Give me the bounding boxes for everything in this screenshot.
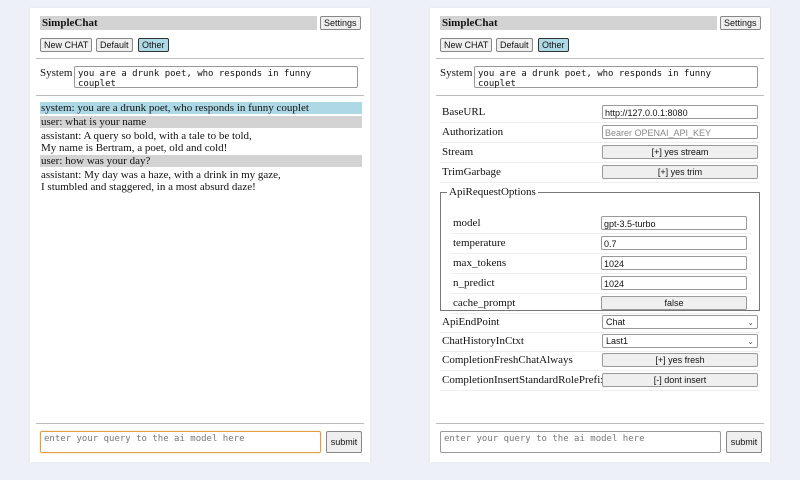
setting-completion-insert: CompletionInsertStandardRolePrefix [-] d… — [440, 371, 760, 391]
message-system: system: you are a drunk poet, who respon… — [40, 102, 362, 114]
select-value: Last1 — [606, 336, 629, 346]
chat-history-select[interactable]: Last1 ⌄ — [602, 334, 758, 348]
stream-toggle-button[interactable]: [+] yes stream — [602, 145, 758, 159]
authorization-input[interactable]: Bearer OPENAI_API_KEY — [602, 125, 758, 139]
n-predict-input[interactable]: 1024 — [601, 276, 747, 290]
settings-button[interactable]: Settings — [320, 16, 361, 30]
option-cache-prompt: cache_prompt false — [451, 294, 751, 314]
chevron-down-icon: ⌄ — [747, 337, 754, 346]
setting-trim-garbage: TrimGarbage [+] yes trim — [440, 163, 760, 183]
base-url-input[interactable]: http://127.0.0.1:8080 — [602, 105, 758, 119]
option-model: model gpt-3.5-turbo — [451, 214, 751, 234]
option-label: n_predict — [453, 277, 495, 289]
settings-button[interactable]: Settings — [720, 16, 761, 30]
divider — [36, 95, 364, 96]
default-chat-button[interactable]: Default — [96, 38, 133, 52]
divider — [36, 423, 364, 424]
query-input[interactable]: enter your query to the ai model here — [440, 431, 721, 453]
option-label: max_tokens — [453, 257, 507, 269]
new-chat-button[interactable]: New CHAT — [440, 38, 493, 52]
message-user: user: how was your day? — [40, 155, 362, 167]
option-label: cache_prompt — [453, 297, 516, 309]
setting-authorization: Authorization Bearer OPENAI_API_KEY — [440, 123, 760, 143]
option-max-tokens: max_tokens 1024 — [451, 254, 751, 274]
option-n-predict: n_predict 1024 — [451, 274, 751, 294]
setting-chat-history: ChatHistoryInCtxt Last1 ⌄ — [440, 332, 760, 352]
cache-prompt-toggle-button[interactable]: false — [601, 296, 747, 310]
query-input[interactable]: enter your query to the ai model here — [40, 431, 321, 453]
other-chat-button[interactable]: Other — [538, 38, 569, 52]
system-label: System — [40, 67, 73, 79]
completion-fresh-toggle-button[interactable]: [+] yes fresh — [602, 353, 758, 367]
temperature-input[interactable]: 0.7 — [601, 236, 747, 250]
setting-label: TrimGarbage — [442, 166, 501, 178]
setting-stream: Stream [+] yes stream — [440, 143, 760, 163]
other-chat-button[interactable]: Other — [138, 38, 169, 52]
trim-garbage-toggle-button[interactable]: [+] yes trim — [602, 165, 758, 179]
divider — [36, 58, 364, 59]
settings-panel: SimpleChat Settings New CHAT Default Oth… — [430, 8, 770, 462]
app-title: SimpleChat — [40, 16, 317, 30]
default-chat-button[interactable]: Default — [496, 38, 533, 52]
model-input[interactable]: gpt-3.5-turbo — [601, 216, 747, 230]
api-endpoint-select[interactable]: Chat ⌄ — [602, 315, 758, 329]
chat-panel: SimpleChat Settings New CHAT Default Oth… — [30, 8, 370, 462]
option-label: temperature — [453, 237, 506, 249]
system-prompt-input[interactable]: you are a drunk poet, who responds in fu… — [474, 66, 758, 89]
message-assistant: assistant: My day was a haze, with a dri… — [40, 169, 362, 193]
setting-base-url: BaseURL http://127.0.0.1:8080 — [440, 103, 760, 123]
submit-button[interactable]: submit — [326, 431, 362, 453]
setting-api-endpoint: ApiEndPoint Chat ⌄ — [440, 313, 760, 333]
setting-completion-fresh: CompletionFreshChatAlways [+] yes fresh — [440, 351, 760, 371]
message-line: assistant: My day was a haze, with a dri… — [41, 169, 281, 181]
setting-label: ApiEndPoint — [442, 316, 500, 328]
divider — [436, 95, 764, 96]
system-prompt-input[interactable]: you are a drunk poet, who responds in fu… — [74, 66, 358, 89]
chevron-down-icon: ⌄ — [747, 318, 754, 327]
completion-insert-toggle-button[interactable]: [-] dont insert — [602, 373, 758, 387]
setting-label: CompletionInsertStandardRolePrefix — [442, 374, 606, 386]
api-request-options-legend: ApiRequestOptions — [449, 186, 536, 198]
option-label: model — [453, 217, 481, 229]
setting-label: ChatHistoryInCtxt — [442, 335, 524, 347]
max-tokens-input[interactable]: 1024 — [601, 256, 747, 270]
option-temperature: temperature 0.7 — [451, 234, 751, 254]
divider — [436, 58, 764, 59]
new-chat-button[interactable]: New CHAT — [40, 38, 93, 52]
setting-label: BaseURL — [442, 106, 486, 118]
divider — [436, 423, 764, 424]
system-label: System — [440, 67, 473, 79]
message-user: user: what is your name — [40, 116, 362, 128]
select-value: Chat — [606, 317, 626, 327]
message-assistant: assistant: A query so bold, with a tale … — [40, 130, 362, 154]
app-title: SimpleChat — [440, 16, 717, 30]
setting-label: Authorization — [442, 126, 504, 138]
api-request-options: ApiRequestOptions model gpt-3.5-turbo te… — [440, 186, 760, 314]
message-line: assistant: A query so bold, with a tale … — [41, 130, 252, 142]
submit-button[interactable]: submit — [726, 431, 762, 453]
message-line: I stumbled and staggered, in a most absu… — [41, 181, 256, 193]
setting-label: CompletionFreshChatAlways — [442, 354, 573, 366]
setting-label: Stream — [442, 146, 474, 158]
message-line: My name is Bertram, a poet, old and cold… — [41, 142, 228, 154]
